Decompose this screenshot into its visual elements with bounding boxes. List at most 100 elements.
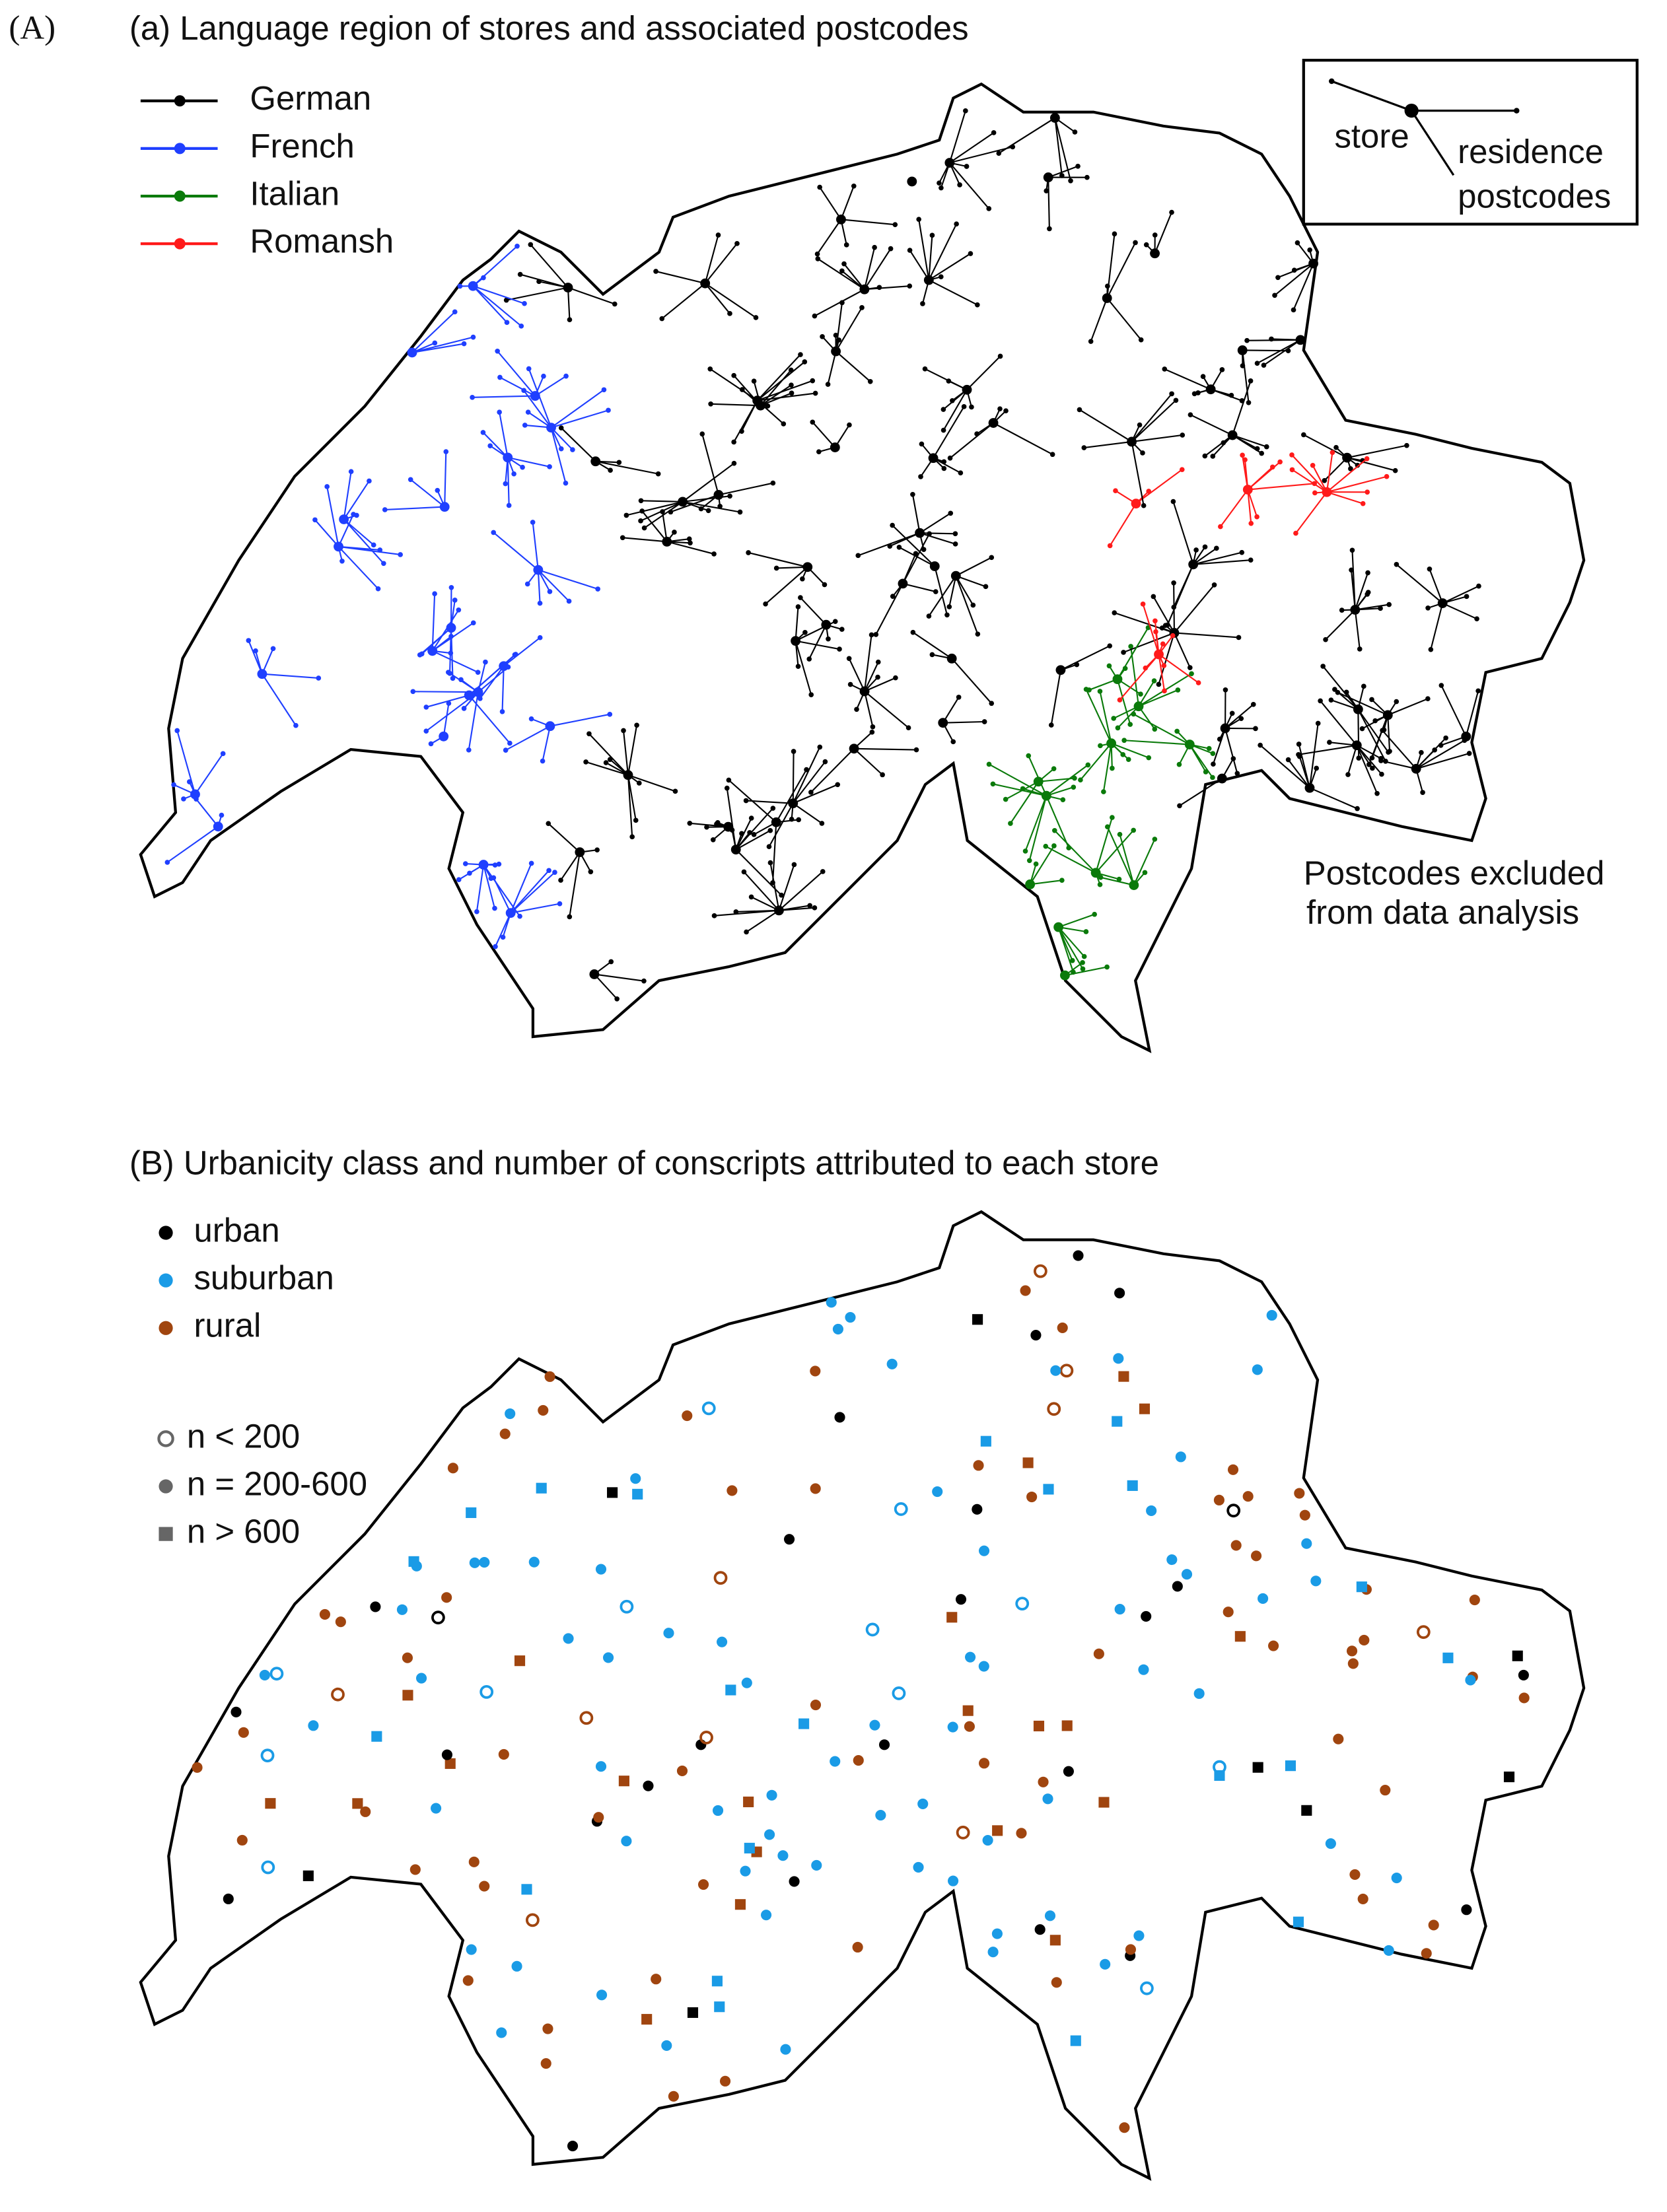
postcode-link bbox=[567, 287, 571, 320]
store-medium bbox=[1114, 1604, 1125, 1615]
store bbox=[830, 442, 840, 452]
postcode-link bbox=[768, 803, 794, 847]
postcode bbox=[608, 467, 613, 473]
postcode-link bbox=[548, 823, 581, 853]
postcode bbox=[814, 251, 820, 257]
store-large bbox=[1022, 1457, 1034, 1469]
store-medium bbox=[830, 1756, 841, 1767]
postcode-link bbox=[534, 375, 567, 397]
postcode bbox=[1246, 399, 1252, 405]
store bbox=[427, 646, 438, 656]
postcode bbox=[854, 707, 859, 712]
postcode bbox=[448, 633, 454, 639]
postcode-link bbox=[1347, 745, 1358, 775]
postcode bbox=[558, 425, 564, 431]
postcode bbox=[1176, 761, 1182, 767]
postcode-link bbox=[704, 243, 738, 284]
postcode-link bbox=[1080, 743, 1112, 780]
store-medium bbox=[319, 1608, 330, 1620]
store bbox=[1353, 704, 1363, 714]
postcode bbox=[815, 256, 821, 261]
postcode bbox=[466, 747, 472, 753]
store-medium bbox=[947, 1721, 958, 1733]
postcode-link bbox=[1357, 709, 1360, 759]
postcode-link bbox=[955, 575, 974, 605]
postcode-link bbox=[1387, 698, 1429, 716]
size-symbol bbox=[159, 1527, 173, 1541]
store-large bbox=[1061, 1720, 1073, 1731]
postcode bbox=[1211, 761, 1216, 767]
postcode-link bbox=[594, 973, 645, 982]
store bbox=[190, 789, 200, 800]
postcode bbox=[1151, 594, 1156, 600]
postcode-link bbox=[1193, 551, 1242, 565]
postcode-link bbox=[507, 456, 550, 467]
postcode bbox=[446, 701, 452, 707]
postcode bbox=[1110, 765, 1115, 771]
store-medium bbox=[1266, 1309, 1277, 1321]
postcode-link bbox=[622, 537, 667, 543]
postcode bbox=[639, 508, 645, 514]
postcode bbox=[522, 423, 528, 428]
store bbox=[439, 502, 450, 512]
postcode-link bbox=[1242, 350, 1250, 403]
postcode-link bbox=[413, 691, 478, 693]
store-medium bbox=[335, 1616, 346, 1628]
postcode-link bbox=[928, 235, 933, 281]
postcode bbox=[796, 817, 802, 823]
postcode bbox=[1345, 772, 1351, 777]
store-small bbox=[269, 1667, 284, 1681]
postcode bbox=[1177, 803, 1182, 809]
postcode-link bbox=[1057, 926, 1085, 957]
postcode-link bbox=[520, 273, 569, 289]
store bbox=[533, 565, 544, 575]
postcode-link bbox=[1084, 440, 1132, 449]
store bbox=[590, 456, 601, 467]
store-medium bbox=[1421, 1948, 1432, 1959]
store-medium bbox=[603, 1652, 614, 1663]
postcode bbox=[947, 455, 953, 461]
postcode bbox=[634, 722, 639, 728]
postcode bbox=[964, 164, 970, 169]
postcode-link bbox=[627, 725, 638, 775]
postcode-link bbox=[848, 658, 865, 692]
store-medium bbox=[595, 1564, 607, 1575]
store-medium bbox=[1252, 1364, 1263, 1375]
store-medium bbox=[651, 1974, 662, 1985]
store-medium bbox=[511, 1960, 522, 1972]
postcode bbox=[1137, 422, 1143, 428]
postcode bbox=[1125, 757, 1131, 762]
store-medium bbox=[991, 1928, 1003, 1939]
store-medium bbox=[479, 1557, 490, 1568]
postcode bbox=[1365, 489, 1370, 495]
store-medium bbox=[668, 2091, 679, 2102]
postcode bbox=[715, 820, 721, 825]
postcode bbox=[514, 243, 520, 249]
postcode bbox=[324, 484, 330, 489]
store-medium bbox=[1181, 1569, 1193, 1580]
legend-label: rural bbox=[194, 1307, 261, 1344]
postcode bbox=[478, 696, 483, 701]
postcode bbox=[1254, 514, 1259, 520]
store-medium bbox=[1026, 1491, 1038, 1503]
store-medium bbox=[596, 1989, 608, 2001]
store bbox=[859, 284, 870, 294]
postcode bbox=[1117, 831, 1123, 837]
postcode bbox=[1127, 722, 1133, 727]
store-medium bbox=[469, 1557, 480, 1568]
postcode bbox=[1277, 459, 1283, 465]
postcode bbox=[672, 530, 677, 535]
postcode bbox=[1333, 444, 1339, 450]
postcode-link bbox=[756, 354, 801, 401]
postcode bbox=[1476, 583, 1481, 589]
legend-label: Romansh bbox=[250, 223, 394, 260]
store-medium bbox=[1093, 1648, 1104, 1659]
postcode bbox=[773, 565, 779, 571]
postcode-link bbox=[928, 253, 972, 281]
postcode bbox=[171, 782, 176, 788]
postcode bbox=[747, 830, 752, 835]
postcode bbox=[1048, 722, 1054, 728]
postcode bbox=[461, 341, 467, 347]
postcode-link bbox=[942, 720, 985, 724]
store-medium bbox=[1461, 1904, 1472, 1916]
